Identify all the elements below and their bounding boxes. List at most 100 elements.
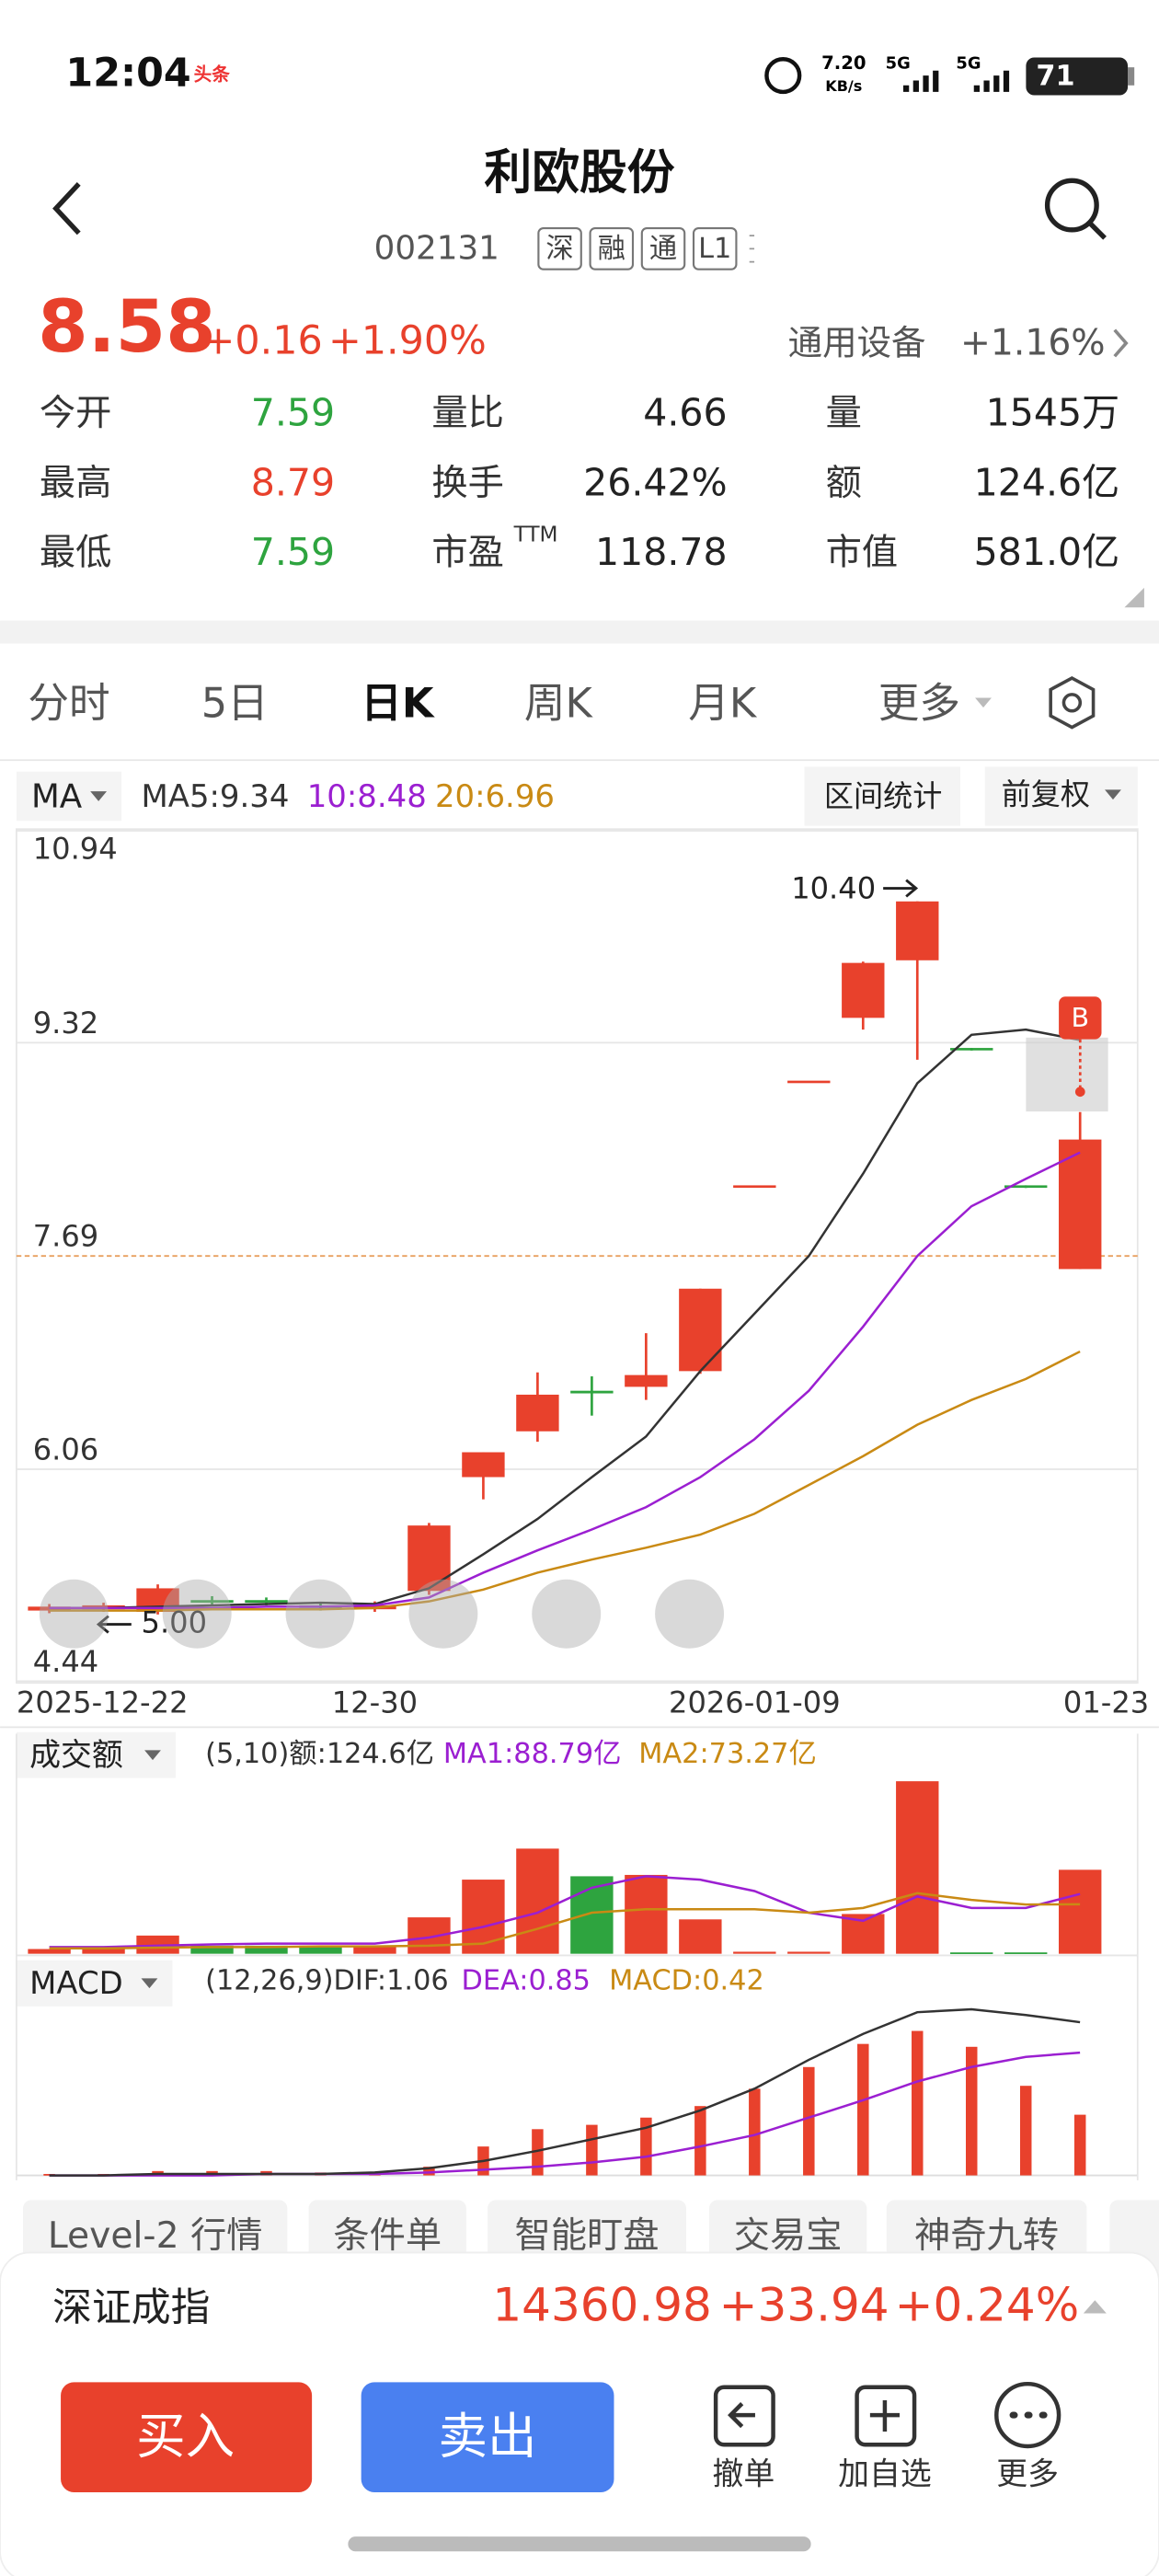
sell-button[interactable] bbox=[361, 2382, 614, 2492]
zoom-button[interactable] bbox=[162, 1579, 232, 1649]
volume-params: (5,10)额:124.6亿 bbox=[205, 1738, 434, 1770]
range-stats-button[interactable] bbox=[804, 766, 961, 826]
alarm-icon bbox=[764, 57, 802, 95]
high-annotation: 10.40 bbox=[791, 870, 876, 905]
legend-entry: MA1:88.79亿 bbox=[443, 1738, 622, 1770]
kline-chart: 10.94 9.32 7.69 6.06 4.44 2025-12-22 12-30 2026… bbox=[16, 830, 1149, 1719]
ma-selector[interactable] bbox=[16, 771, 122, 822]
tab[interactable]: 月K bbox=[688, 679, 758, 727]
candle-body bbox=[679, 1288, 722, 1372]
tool-label: 神奇九转 bbox=[914, 2215, 1059, 2257]
candle-body bbox=[950, 1048, 993, 1051]
tool-label: 智能盯盘 bbox=[515, 2215, 660, 2257]
volume-bar bbox=[353, 1945, 396, 1954]
stat-label: 最低 bbox=[40, 533, 112, 574]
macd-bar bbox=[1019, 2086, 1032, 2176]
buy-button[interactable] bbox=[61, 2382, 313, 2492]
cancel-icon[interactable] bbox=[713, 2385, 775, 2447]
macd-chart: DEA:0.85 MACD:0.42 bbox=[16, 1964, 1138, 2177]
tab[interactable]: 5日 bbox=[201, 679, 269, 727]
macd-params: (12,26,9)DIF:1.06 bbox=[205, 1964, 449, 1996]
tab[interactable]: 日K bbox=[361, 679, 435, 727]
index-change: +33.94 bbox=[719, 2279, 889, 2332]
candle-body bbox=[1004, 1185, 1048, 1189]
volume-bar bbox=[516, 1848, 559, 1954]
macd-bar bbox=[423, 2167, 435, 2176]
volume-title: 成交额 bbox=[29, 1737, 123, 1773]
macd-line bbox=[49, 2007, 1081, 2177]
volume-bar bbox=[1059, 1869, 1102, 1954]
adjust-label: 前复权 bbox=[1002, 777, 1090, 812]
stat-value: 118.78 bbox=[595, 530, 728, 574]
stat-value: 4.66 bbox=[643, 390, 727, 434]
volume-bar bbox=[245, 1945, 288, 1954]
x-tick-label: 2026-01-09 bbox=[669, 1685, 841, 1719]
marker-area bbox=[1026, 1037, 1108, 1112]
sector-change: +1.16% bbox=[960, 322, 1106, 363]
dropdown-arrow bbox=[1105, 789, 1121, 800]
marker-badge[interactable] bbox=[1059, 996, 1102, 1040]
tab[interactable]: 更多 bbox=[878, 679, 960, 727]
index-name[interactable]: 深证成指 bbox=[52, 2284, 210, 2330]
macd-bar bbox=[749, 2088, 761, 2176]
zoom-controls bbox=[39, 1579, 725, 1649]
stat-value: 124.6亿 bbox=[974, 460, 1120, 504]
volume-bar bbox=[733, 1951, 776, 1954]
network-type: 5G bbox=[886, 54, 911, 74]
zoom-button[interactable] bbox=[408, 1579, 478, 1649]
sector-name[interactable]: 通用设备 bbox=[788, 322, 926, 362]
back-button[interactable] bbox=[52, 182, 81, 236]
zoom-button[interactable] bbox=[532, 1579, 602, 1649]
candle-body bbox=[462, 1452, 505, 1478]
tab[interactable]: 周K bbox=[524, 679, 594, 727]
sell-label: 卖出 bbox=[439, 2408, 537, 2466]
macd-title: MACD bbox=[29, 1965, 123, 2001]
ma-line bbox=[49, 1350, 1081, 1612]
macd-line bbox=[49, 2051, 1081, 2177]
macd-bar bbox=[694, 2106, 706, 2176]
settings-dot bbox=[1061, 693, 1083, 713]
range-stats-label: 区间统计 bbox=[824, 778, 942, 813]
tool-label: 交易宝 bbox=[734, 2215, 843, 2257]
action-label: 加自选 bbox=[838, 2456, 932, 2492]
stock-name: 利欧股份 bbox=[485, 145, 675, 201]
zoom-button[interactable] bbox=[39, 1579, 109, 1649]
index-change-pct: +0.24% bbox=[895, 2279, 1080, 2332]
legend-entry: MA2:73.27亿 bbox=[638, 1738, 817, 1770]
zoom-button[interactable] bbox=[285, 1579, 355, 1649]
zoom-button[interactable] bbox=[655, 1579, 725, 1649]
candle-body bbox=[190, 1600, 234, 1604]
news-badge: 头条 bbox=[194, 64, 231, 86]
search-button[interactable] bbox=[1044, 178, 1099, 233]
more-icon[interactable] bbox=[994, 2381, 1061, 2449]
marker-label: B bbox=[1071, 1002, 1089, 1033]
stat-value: 1545万 bbox=[986, 390, 1119, 434]
tag-box bbox=[537, 226, 582, 270]
tag-box bbox=[692, 226, 738, 270]
tag-label: L1 bbox=[698, 233, 731, 265]
settings-button[interactable] bbox=[1049, 676, 1096, 730]
macd-bar bbox=[640, 2117, 652, 2176]
volume-ma-line bbox=[49, 1875, 1081, 1949]
macd-bar bbox=[586, 2124, 598, 2176]
tab[interactable]: 分时 bbox=[28, 679, 109, 727]
stat-value: 581.0亿 bbox=[974, 530, 1120, 574]
stat-label: 今开 bbox=[40, 393, 112, 434]
y-tick-label: 4.44 bbox=[33, 1644, 99, 1679]
net-speed-unit: KB/s bbox=[825, 77, 862, 95]
network-type: 5G bbox=[956, 54, 981, 74]
sector-arrow bbox=[1113, 328, 1129, 358]
expand-arrow[interactable] bbox=[1083, 2300, 1107, 2314]
battery-level: 71 bbox=[1036, 60, 1074, 92]
volume-bar bbox=[1004, 1952, 1048, 1954]
volume-bar bbox=[950, 1952, 993, 1954]
ma10-value: 10:8.48 bbox=[307, 778, 427, 814]
watch-icon[interactable] bbox=[855, 2385, 917, 2447]
stat-value: 7.59 bbox=[251, 530, 335, 574]
separator bbox=[0, 620, 1159, 644]
stat-label: 量 bbox=[826, 393, 862, 434]
macd-bar bbox=[1073, 2114, 1086, 2176]
